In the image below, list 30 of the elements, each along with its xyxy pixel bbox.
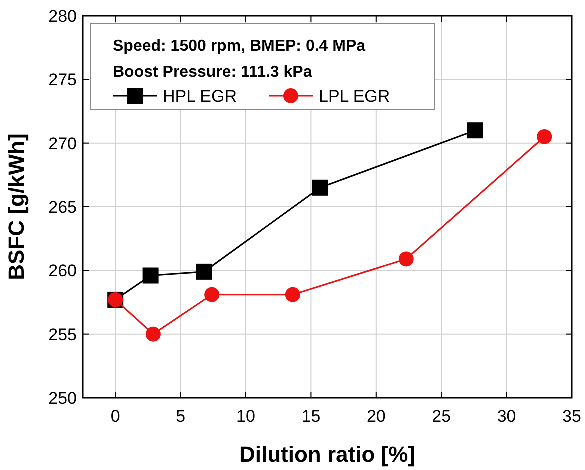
annotation: Speed: 1500 rpm, BMEP: 0.4 MPa [113, 38, 366, 55]
y-tick-label: 275 [48, 70, 77, 90]
x-tick-label: 30 [497, 407, 516, 426]
point [204, 287, 220, 302]
y-tick-label: 260 [48, 262, 77, 281]
point [398, 252, 414, 267]
point [146, 326, 161, 342]
x-tick-label: 15 [302, 407, 321, 426]
legend-label: LPL EGR [319, 87, 390, 106]
point [537, 129, 552, 144]
y-tick-label: 270 [48, 134, 77, 154]
x-tick-label: 5 [176, 407, 186, 426]
legend-label: HPL EGR [163, 87, 238, 106]
x-tick-label: 25 [432, 407, 452, 426]
y-axis-title: BSFC [g/kWh] [4, 134, 29, 280]
x-tick-label: 10 [236, 407, 256, 426]
x-axis-title: Dilution ratio [%] [240, 442, 416, 467]
point [312, 180, 328, 196]
y-tick-label: 265 [48, 198, 77, 217]
y-tick-label: 280 [48, 7, 77, 26]
x-tick-label: 35 [562, 407, 582, 426]
x-tick-label: 0 [110, 407, 120, 426]
annotation: Boost Pressure: 111.3 kPa [113, 64, 312, 81]
point [468, 122, 484, 139]
y-tick-label: 255 [48, 325, 77, 344]
point [285, 287, 300, 302]
x-tick-label: 20 [366, 407, 386, 426]
y-tick-label: 250 [48, 389, 77, 408]
point [142, 268, 159, 284]
point [196, 264, 212, 280]
